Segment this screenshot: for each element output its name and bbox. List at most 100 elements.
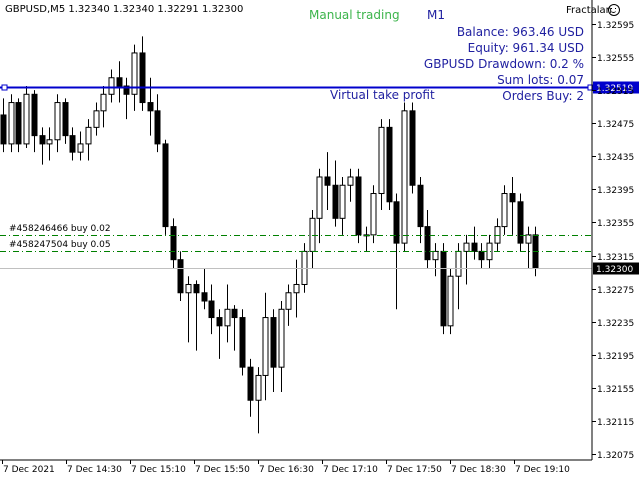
y-tick-label: 1.32475 [597,120,634,130]
candle-body [255,374,262,401]
candle-body [432,250,439,261]
y-tick-label: 1.32595 [597,21,634,31]
candle-body [440,250,447,327]
candle-body [339,184,346,219]
y-tick-label: 1.32555 [597,54,634,64]
candle-body [471,242,478,252]
candle-body [193,283,200,294]
candle-body [509,193,516,203]
candle-body [77,143,84,153]
candle-body [85,126,92,145]
candle-body [355,176,362,236]
y-tick-label: 1.32115 [597,418,634,428]
y-tick-label: 1.32355 [597,219,634,229]
candle-body [417,184,424,228]
candle-body [131,52,138,95]
y-tick-label: 1.32395 [597,186,634,196]
timeframe-label: M1 [427,8,445,22]
candle-body [455,250,462,277]
equity-text: Equity: 961.34 USD [467,41,584,55]
smiley-icon[interactable] [608,4,620,16]
candle-body [23,93,30,145]
candle-body [463,242,470,252]
candle-body [486,242,493,261]
candle-body [8,102,15,145]
x-tick-label: 7 Dec 2021 [3,465,55,475]
candle-body [123,85,130,95]
candle-body [247,366,254,401]
take-profit-tag: 1.32519 [596,84,633,94]
candle-body [494,226,501,244]
x-tick-label: 7 Dec 19:10 [515,465,570,475]
current-price-tag-bg [593,262,639,275]
candle-body [154,110,161,145]
candle-body [525,234,532,244]
candle-body [285,292,292,310]
candle-body [147,102,154,112]
candle-body [31,93,38,137]
candle-body [501,193,508,228]
candle-body [301,250,308,285]
candle-body [478,250,485,261]
x-tick-label: 7 Dec 17:50 [387,465,442,475]
take-profit-handle [1,84,8,91]
candle-body [393,201,400,244]
candle-body [231,308,238,319]
candle-body [62,102,69,137]
candle-body [208,300,215,319]
y-tick-label: 1.32275 [597,286,634,296]
order-label: #458246466 buy 0.02 [9,223,111,234]
x-tick-label: 7 Dec 15:10 [131,465,186,475]
candle-body [116,77,123,87]
order-label: #458247504 buy 0.05 [9,239,111,250]
candle-body [0,114,7,145]
take-profit-label: Virtual take profit [330,88,435,102]
candle-body [378,126,385,195]
candle-body [201,292,208,302]
y-tick-label: 1.32195 [597,352,634,362]
x-tick-label: 7 Dec 18:30 [451,465,506,475]
indicator-name: Fractalan [565,5,612,16]
candle-body [15,102,22,145]
candle-body [316,176,323,219]
candle-body [324,176,331,186]
candle-body [386,126,393,203]
candle-body [46,139,53,145]
candle-body [185,283,192,294]
account-stats: Balance: 963.46 USD Equity: 961.34 USD G… [424,24,584,104]
y-tick-label: 1.32315 [597,253,634,263]
candle-body [69,135,76,153]
candle-body [54,102,61,141]
sum-lots-text: Sum lots: 0.07 [497,73,584,87]
candle-body [370,193,377,236]
candle-body [424,226,431,261]
candle-body [332,184,339,219]
candle-body [517,201,524,244]
candle-body [162,143,169,228]
trading-mode-label: Manual trading [309,8,400,22]
candle-body [278,308,285,368]
candle-body [100,93,107,112]
candle-body [293,283,300,294]
take-profit-tag-bg [593,81,639,94]
candle-body [108,77,115,95]
candle-body [216,317,223,327]
x-tick-label: 7 Dec 15:50 [195,465,250,475]
x-tick-label: 7 Dec 16:30 [259,465,314,475]
x-tick-label: 7 Dec 14:30 [67,465,122,475]
y-tick-label: 1.32235 [597,319,634,329]
symbol-info: GBPUSD,M5 1.32340 1.32340 1.32291 1.3230… [5,4,244,15]
candle-body [309,217,316,252]
candle-body [239,317,246,368]
candle-body [170,226,177,261]
y-tick-label: 1.32075 [597,451,634,461]
y-tick-label: 1.32155 [597,385,634,395]
x-tick-label: 7 Dec 17:10 [323,465,378,475]
y-tick-label: 1.32435 [597,153,634,163]
candle-body [177,259,184,294]
orders-buy-text: Orders Buy: 2 [502,89,584,103]
current-price-tag: 1.32300 [596,265,633,275]
candle-body [409,110,416,186]
candle-body [401,110,408,244]
